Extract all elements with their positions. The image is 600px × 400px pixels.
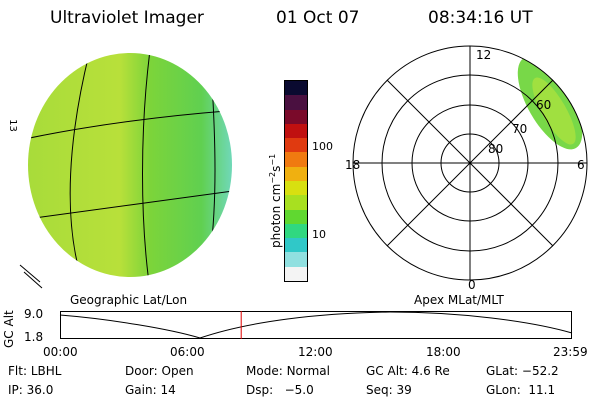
- colorbar-swatch: [285, 223, 307, 239]
- xtick-1800: 18:00: [426, 345, 461, 359]
- mlt-label-18: 18: [345, 158, 360, 172]
- geographic-globe-image: [19, 53, 232, 289]
- mlt-label-6: 6: [577, 158, 585, 172]
- colorbar-tick-10: 10: [312, 228, 326, 241]
- unit-mid: s: [269, 165, 283, 172]
- status-glon: GLon: 11.1: [486, 383, 556, 397]
- status-gc-alt: GC Alt: 4.6 Re: [366, 364, 450, 378]
- altitude-ylabel: GC Alt: [2, 310, 16, 348]
- polar-plot: 12 18 6 0 60 70 80: [345, 45, 588, 292]
- colorbar-swatch: [285, 266, 307, 281]
- xtick-1200: 12:00: [298, 345, 333, 359]
- colorbar-unit-label: photon cm−2s−1: [268, 154, 283, 248]
- xtick-2359: 23:59: [553, 345, 588, 359]
- colorbar-swatch: [285, 166, 307, 181]
- altitude-strip-chart: [59, 311, 573, 339]
- colorbar-swatch: [285, 109, 307, 124]
- globe-edge-mark: 13: [6, 119, 18, 132]
- mlat-label-80: 80: [488, 142, 503, 156]
- xtick-0000: 00:00: [43, 345, 78, 359]
- unit-sup-2: −1: [268, 153, 277, 166]
- status-dsp: Dsp: −5.0: [246, 383, 314, 397]
- polar-label: Apex MLat/MLT: [414, 293, 504, 307]
- colorbar-swatch: [285, 180, 307, 196]
- mlt-label-0: 0: [468, 278, 476, 292]
- status-door: Door: Open: [125, 364, 194, 378]
- status-filter: Flt: LBHL: [8, 364, 62, 378]
- status-seq: Seq: 39: [366, 383, 412, 397]
- observation-time: 08:34:16 UT: [428, 8, 533, 28]
- geographic-label: Geographic Lat/Lon: [70, 293, 188, 307]
- status-glat: GLat: −52.2: [486, 364, 559, 378]
- altitude-ytick-bottom: 1.8: [24, 330, 44, 344]
- colorbar-swatch: [285, 123, 307, 139]
- unit-base: photon cm: [269, 183, 283, 248]
- colorbar: [284, 80, 308, 282]
- status-ip: IP: 36.0: [8, 383, 54, 397]
- globe-disk: [28, 53, 232, 277]
- mlt-label-12: 12: [476, 48, 491, 62]
- colorbar-swatch: [285, 195, 307, 210]
- status-mode: Mode: Normal: [246, 364, 330, 378]
- colorbar-tick-100: 100: [312, 140, 333, 153]
- observation-date: 01 Oct 07: [276, 8, 360, 28]
- colorbar-swatch: [285, 238, 307, 253]
- status-gain: Gain: 14: [125, 383, 176, 397]
- mlat-label-70: 70: [512, 122, 527, 136]
- colorbar-swatch: [285, 252, 307, 267]
- colorbar-swatch: [285, 95, 307, 110]
- mlat-label-60: 60: [536, 98, 551, 112]
- altitude-ytick-top: 9.0: [24, 307, 44, 321]
- colorbar-swatch: [285, 138, 307, 153]
- colorbar-swatch: [285, 209, 307, 224]
- unit-sup-1: −2: [268, 171, 277, 184]
- colorbar-swatch: [285, 152, 307, 167]
- xtick-0600: 06:00: [170, 345, 205, 359]
- instrument-title: Ultraviolet Imager: [50, 8, 204, 28]
- colorbar-swatch: [285, 81, 307, 96]
